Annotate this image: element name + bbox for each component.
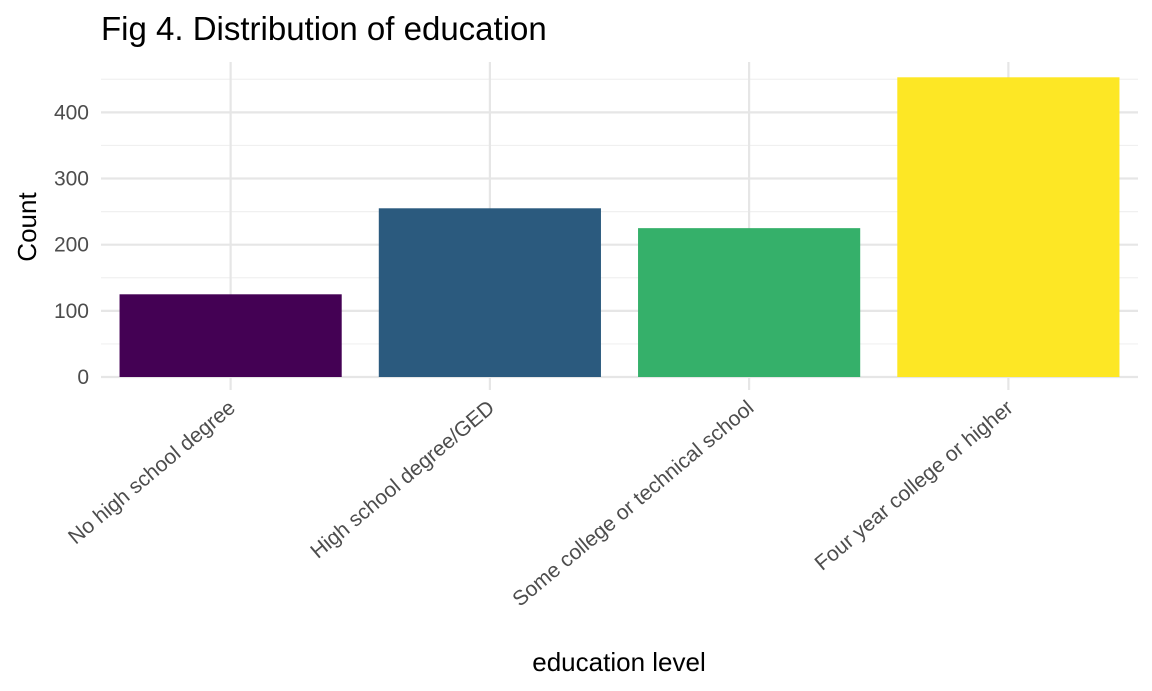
bar: [897, 77, 1120, 377]
x-axis-title: education level: [532, 647, 705, 677]
bars-layer: [119, 77, 1120, 377]
y-axis-ticks: 0 100 200 300 400: [54, 101, 89, 389]
x-tick-label: Four year college or higher: [811, 396, 1018, 575]
x-axis-ticks: No high school degree High school degree/…: [64, 396, 1018, 611]
y-tick-label: 100: [54, 300, 89, 323]
bar: [638, 228, 861, 377]
y-axis-title: Count: [12, 192, 42, 262]
x-tick-label: High school degree/GED: [306, 396, 499, 563]
bar: [378, 208, 601, 377]
y-tick-label: 400: [54, 101, 89, 124]
x-tick-label: Some college or technical school: [508, 396, 758, 611]
x-tick-label: No high school degree: [64, 396, 240, 549]
y-tick-label: 200: [54, 234, 89, 257]
bar: [119, 294, 342, 377]
chart-title: Fig 4. Distribution of education: [101, 10, 547, 47]
y-tick-label: 0: [77, 366, 89, 389]
y-tick-label: 300: [54, 168, 89, 191]
